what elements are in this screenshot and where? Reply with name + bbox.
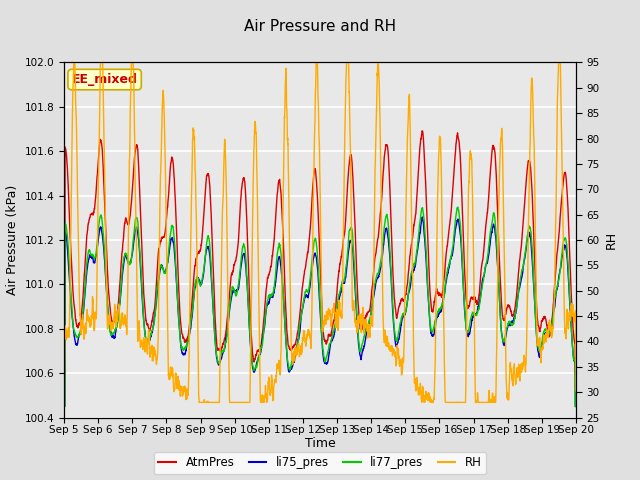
RH (279, 229, 287, 235)
RH (257, 398, 264, 404)
li77_pres (118, 266, 126, 272)
AtmPres (563, 175, 570, 180)
AtmPres (149, 314, 157, 320)
li77_pres (507, 321, 515, 327)
Y-axis label: RH: RH (605, 231, 618, 249)
li75_pres (572, 404, 580, 409)
li75_pres (507, 319, 515, 325)
Line: li77_pres: li77_pres (64, 207, 576, 407)
AtmPres (118, 247, 126, 253)
li77_pres (149, 325, 157, 331)
AtmPres (257, 345, 264, 351)
Text: EE_mixed: EE_mixed (72, 73, 138, 86)
AtmPres (507, 308, 515, 314)
RH (118, 310, 126, 316)
RH (563, 331, 570, 337)
li77_pres (563, 239, 570, 244)
li75_pres (118, 272, 126, 277)
Text: Air Pressure and RH: Air Pressure and RH (244, 19, 396, 34)
AtmPres (60, 371, 68, 376)
li77_pres (278, 275, 286, 280)
Line: AtmPres: AtmPres (64, 131, 576, 373)
AtmPres (572, 371, 580, 376)
X-axis label: Time: Time (305, 437, 335, 450)
RH (149, 352, 157, 358)
Y-axis label: Air Pressure (kPa): Air Pressure (kPa) (6, 185, 19, 295)
li75_pres (257, 350, 264, 356)
li77_pres (257, 348, 264, 354)
RH (70, 60, 78, 65)
li75_pres (149, 325, 157, 331)
li77_pres (572, 404, 580, 409)
RH (507, 367, 515, 372)
li75_pres (278, 282, 286, 288)
RH (572, 388, 580, 394)
li77_pres (454, 204, 461, 210)
Line: li75_pres: li75_pres (64, 217, 576, 407)
RH (60, 399, 68, 405)
li75_pres (563, 245, 570, 251)
AtmPres (278, 220, 286, 226)
li75_pres (419, 214, 426, 220)
li75_pres (60, 404, 68, 409)
li77_pres (60, 404, 68, 409)
Legend: AtmPres, li75_pres, li77_pres, RH: AtmPres, li75_pres, li77_pres, RH (154, 452, 486, 474)
AtmPres (419, 128, 426, 134)
Line: RH: RH (64, 62, 576, 402)
